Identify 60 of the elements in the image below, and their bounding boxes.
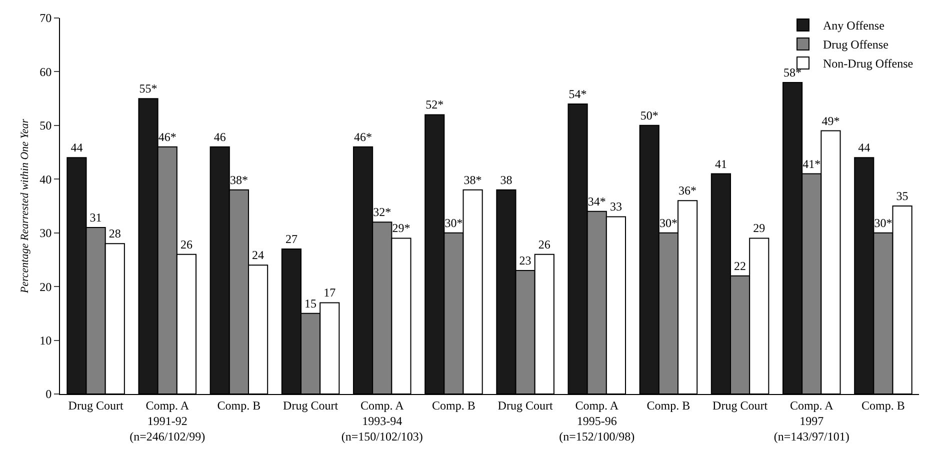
data-label: 38* <box>464 172 482 187</box>
y-tick-label: 30 <box>40 226 52 240</box>
x-tick-label: Drug Court <box>712 398 768 412</box>
data-label: 46* <box>158 130 176 144</box>
legend-label: Non-Drug Offense <box>823 56 914 71</box>
x-tick-label: Comp. B <box>646 398 690 412</box>
x-tick-label: Comp. B <box>862 398 905 412</box>
y-tick-label: 60 <box>40 64 52 79</box>
data-label: 29 <box>753 221 766 236</box>
data-label: 46 <box>214 130 226 144</box>
data-label: 17 <box>324 286 336 300</box>
data-label: 29* <box>392 221 410 236</box>
legend-label: Any Offense <box>823 18 884 33</box>
data-label: 30* <box>444 216 463 230</box>
x-tick-label: Comp. A 1991-92 (n=246/102/99) <box>130 398 206 444</box>
x-tick-label: Comp. A 1995-96 (n=152/100/98) <box>559 398 635 444</box>
y-tick-label: 50 <box>40 118 52 133</box>
data-label: 30* <box>874 216 892 230</box>
data-label: 15 <box>304 296 317 310</box>
y-tick-label: 40 <box>40 172 52 186</box>
data-label: 24 <box>252 248 264 262</box>
data-label: 50* <box>640 108 658 122</box>
x-tick-label: Drug Court <box>283 398 339 412</box>
y-axis-title: Percentage Rearrested within One Year <box>19 118 31 294</box>
data-label: 44 <box>858 140 870 155</box>
data-label: 44 <box>70 140 83 155</box>
legend-label: Drug Offense <box>823 38 888 52</box>
data-label: 38 <box>500 172 512 187</box>
x-tick-label: Comp. A 1993-94 (n=150/102/103) <box>341 398 423 444</box>
data-label: 27 <box>285 232 298 246</box>
x-tick-label: Drug Court <box>68 398 124 412</box>
data-label: 54* <box>568 86 587 101</box>
data-label: 55* <box>139 82 158 96</box>
data-label: 30* <box>659 216 678 230</box>
x-tick-label: Comp. B <box>217 398 261 412</box>
data-label: 36* <box>678 184 697 198</box>
data-label: 46* <box>354 130 372 144</box>
data-label: 49* <box>822 114 840 128</box>
x-tick-label: Comp. B <box>432 398 476 412</box>
y-tick-label: 70 <box>40 11 52 26</box>
data-label: 28 <box>108 226 121 241</box>
y-tick-label: 10 <box>40 333 52 348</box>
y-tick-label: 20 <box>40 280 52 294</box>
data-label: 32* <box>373 205 392 220</box>
x-tick-label: Comp. A 1997 (n=143/97/101) <box>774 398 850 444</box>
y-tick-label: 0 <box>46 387 52 402</box>
data-label: 52* <box>426 98 444 112</box>
data-label: 33 <box>610 200 622 214</box>
data-label: 58* <box>784 65 802 80</box>
data-label: 34* <box>588 194 606 208</box>
data-label: 26 <box>538 237 550 252</box>
data-label: 41 <box>714 156 727 171</box>
data-label: 26 <box>180 237 192 252</box>
x-tick-label: Drug Court <box>498 398 554 412</box>
data-label: 35 <box>896 189 908 203</box>
data-label: 23 <box>519 253 532 268</box>
data-label: 22 <box>734 258 746 273</box>
data-label: 38* <box>230 172 248 187</box>
data-label: 31 <box>90 210 102 224</box>
data-label: 41* <box>802 156 821 171</box>
